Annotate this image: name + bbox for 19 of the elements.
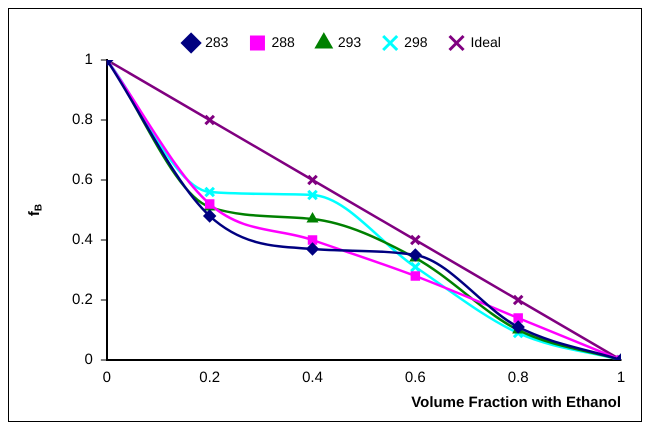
y-tick-label: 0.8 (72, 111, 93, 128)
x-axis-title: Volume Fraction with Ethanol (411, 394, 621, 412)
y-tick-label: 0.4 (72, 231, 93, 248)
legend-label: Ideal (470, 34, 501, 50)
y-tick-label: 1 (84, 51, 93, 68)
x-tick-label: 0.8 (508, 369, 529, 386)
legend-label: 298 (404, 34, 428, 50)
legend-label: 283 (205, 34, 229, 50)
x-tick-label: 0.2 (199, 369, 220, 386)
y-tick-label: 0 (84, 351, 93, 368)
x-tick-label: 0.6 (404, 369, 426, 386)
y-axis-title: fB (26, 204, 45, 216)
legend-label: 288 (271, 34, 296, 50)
x-tick-label: 0 (102, 369, 112, 386)
x-tick-label: 1 (616, 369, 626, 386)
y-tick-label: 0.6 (72, 171, 93, 188)
x-tick-label: 0.4 (302, 369, 323, 386)
legend-label: 293 (338, 34, 362, 50)
y-tick-label: 0.2 (72, 291, 93, 308)
